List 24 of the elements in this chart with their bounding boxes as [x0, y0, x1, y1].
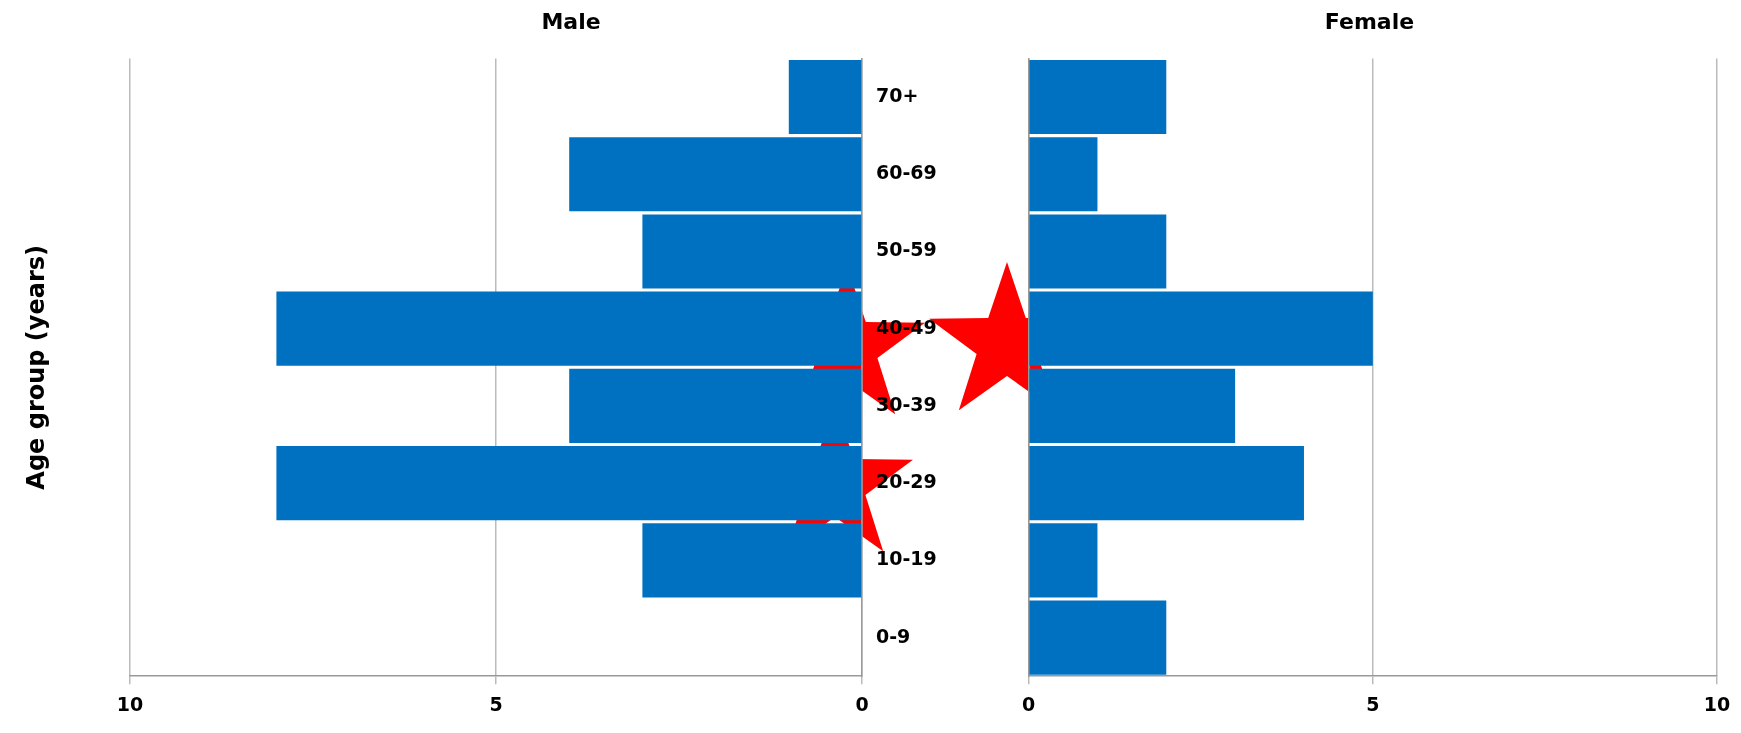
x-tick-label: 10: [1703, 692, 1731, 715]
chart-title: Male: [541, 8, 601, 34]
bar: [1029, 137, 1098, 212]
y-tick-label: 0-9: [876, 624, 911, 647]
bar: [1029, 59, 1167, 135]
chart-title: Female: [1324, 8, 1415, 34]
y-tick-label: 60-69: [876, 161, 937, 184]
bar: [788, 59, 862, 135]
bar: [569, 137, 862, 212]
bar: [1029, 600, 1167, 675]
x-tick-label: 5: [1366, 692, 1380, 715]
x-tick-label: 0: [855, 692, 869, 715]
x-tick-label: 10: [116, 692, 144, 715]
bar: [1029, 523, 1098, 598]
y-axis-title: Age group (years): [22, 244, 51, 490]
bar: [642, 214, 862, 289]
y-tick-label: 50-59: [876, 238, 937, 261]
bar: [1029, 446, 1304, 521]
bar: [1029, 214, 1167, 289]
y-tick-label: 10-19: [876, 547, 937, 570]
y-tick-label: 70+: [876, 83, 919, 106]
x-tick-label: 0: [1021, 692, 1036, 715]
bar: [642, 523, 862, 598]
x-tick-label: 5: [489, 692, 503, 715]
